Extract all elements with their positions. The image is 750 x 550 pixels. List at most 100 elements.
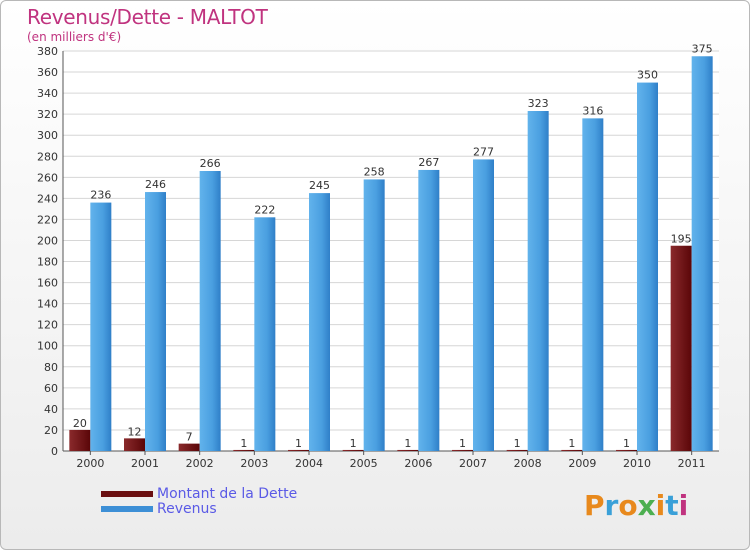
y-tick-label: 320 xyxy=(37,108,58,121)
data-label-revenus: 277 xyxy=(473,145,494,158)
bar-revenus xyxy=(473,159,494,451)
data-label-revenus: 245 xyxy=(309,179,330,192)
data-label-revenus: 266 xyxy=(200,157,221,170)
bar-dette xyxy=(506,449,528,451)
data-label-dette: 1 xyxy=(350,437,357,450)
logo-letter: r xyxy=(604,489,619,522)
y-tick-label: 120 xyxy=(37,319,58,332)
data-label-revenus: 236 xyxy=(90,189,111,202)
data-label-dette: 1 xyxy=(295,437,302,450)
chart-subtitle: (en milliers d'€) xyxy=(27,30,122,44)
legend-swatch-revenus xyxy=(101,506,153,512)
data-label-revenus: 267 xyxy=(418,156,439,169)
data-label-dette: 12 xyxy=(128,425,142,438)
y-tick-label: 300 xyxy=(37,129,58,142)
y-tick-label: 100 xyxy=(37,340,58,353)
y-tick-label: 160 xyxy=(37,277,58,290)
logo-letter: P xyxy=(584,489,605,522)
y-tick-label: 40 xyxy=(44,403,58,416)
legend-swatch-dette xyxy=(101,491,153,497)
y-tick-label: 140 xyxy=(37,298,58,311)
y-tick-label: 80 xyxy=(44,361,58,374)
logo-letter: i xyxy=(655,489,666,522)
bar-revenus xyxy=(582,118,604,452)
data-label-revenus: 258 xyxy=(364,165,385,178)
y-tick-label: 280 xyxy=(37,150,58,163)
logo-letter: t xyxy=(665,489,679,522)
data-label-dette: 1 xyxy=(404,437,411,450)
bar-revenus xyxy=(691,56,713,452)
data-label-dette: 1 xyxy=(568,437,575,450)
bar-revenus xyxy=(199,171,221,451)
x-tick-label: 2008 xyxy=(514,457,542,470)
data-label-revenus: 246 xyxy=(145,178,166,191)
x-tick-label: 2011 xyxy=(678,457,706,470)
y-tick-label: 180 xyxy=(37,256,58,269)
data-label-revenus: 316 xyxy=(582,104,603,117)
plot-area xyxy=(63,51,719,451)
data-label-dette: 195 xyxy=(671,233,692,246)
bar-dette xyxy=(561,449,583,451)
y-tick-label: 380 xyxy=(37,45,58,58)
data-label-revenus: 323 xyxy=(528,97,549,110)
legend-item-dette: Montant de la Dette xyxy=(101,487,297,502)
bar-dette xyxy=(452,449,473,451)
logo-letter: o xyxy=(618,489,638,522)
data-label-dette: 7 xyxy=(186,431,193,444)
bars xyxy=(69,56,713,452)
bar-dette xyxy=(342,449,364,451)
y-tick-label: 200 xyxy=(37,234,58,247)
bar-revenus xyxy=(90,202,112,451)
data-label-dette: 1 xyxy=(459,437,466,450)
y-tick-label: 360 xyxy=(37,66,58,79)
data-label-dette: 1 xyxy=(240,437,247,450)
y-tick-label: 20 xyxy=(44,424,58,437)
chart-title: Revenus/Dette - MALTOT xyxy=(27,5,268,29)
x-tick-label: 2007 xyxy=(459,457,487,470)
data-labels: 20 236 12 246 7 266 1 222 1 245 1 258 1 267 1 277 1 323 1 3… xyxy=(73,42,713,450)
bar-dette xyxy=(670,245,692,451)
x-tick-label: 2005 xyxy=(350,457,378,470)
y-tick-label: 0 xyxy=(51,445,58,458)
data-label-revenus: 375 xyxy=(692,42,713,55)
legend-item-revenus: Revenus xyxy=(101,502,297,517)
x-tick-label: 2001 xyxy=(131,457,159,470)
data-label-dette: 1 xyxy=(514,437,521,450)
x-tick-label: 2002 xyxy=(186,457,214,470)
x-tick-label: 2004 xyxy=(295,457,323,470)
bar-dette xyxy=(233,449,255,451)
bar-dette xyxy=(397,449,419,451)
legend-label-dette: Montant de la Dette xyxy=(157,486,298,502)
y-tick-label: 340 xyxy=(37,87,58,100)
x-tick-label: 2003 xyxy=(240,457,268,470)
x-tick-label: 2010 xyxy=(623,457,651,470)
data-label-revenus: 350 xyxy=(637,69,658,82)
bar-revenus xyxy=(145,192,166,452)
data-label-dette: 20 xyxy=(73,417,87,430)
y-tick-label: 60 xyxy=(44,382,58,395)
bar-revenus xyxy=(309,193,330,451)
x-tick-label: 2009 xyxy=(568,457,596,470)
bar-revenus xyxy=(254,217,276,451)
bar-dette xyxy=(69,429,91,451)
bar-revenus xyxy=(527,111,549,451)
bar-dette xyxy=(124,438,145,451)
legend: Montant de la Dette Revenus xyxy=(101,487,297,517)
x-tick-label: 2000 xyxy=(76,457,104,470)
data-label-revenus: 222 xyxy=(254,203,275,216)
logo-letter: x xyxy=(637,489,656,522)
grid-lines xyxy=(63,50,719,452)
y-tick-label: 240 xyxy=(37,192,58,205)
bar-dette xyxy=(288,449,309,451)
axes: 0204060801001201401601802002202402602803… xyxy=(37,45,719,470)
x-tick-label: 2006 xyxy=(404,457,432,470)
legend-label-revenus: Revenus xyxy=(157,501,217,517)
bar-revenus xyxy=(418,169,440,451)
bar-revenus xyxy=(637,82,658,451)
y-tick-label: 220 xyxy=(37,213,58,226)
data-label-dette: 1 xyxy=(623,437,630,450)
bar-dette xyxy=(616,449,637,451)
bar-revenus xyxy=(363,179,385,451)
